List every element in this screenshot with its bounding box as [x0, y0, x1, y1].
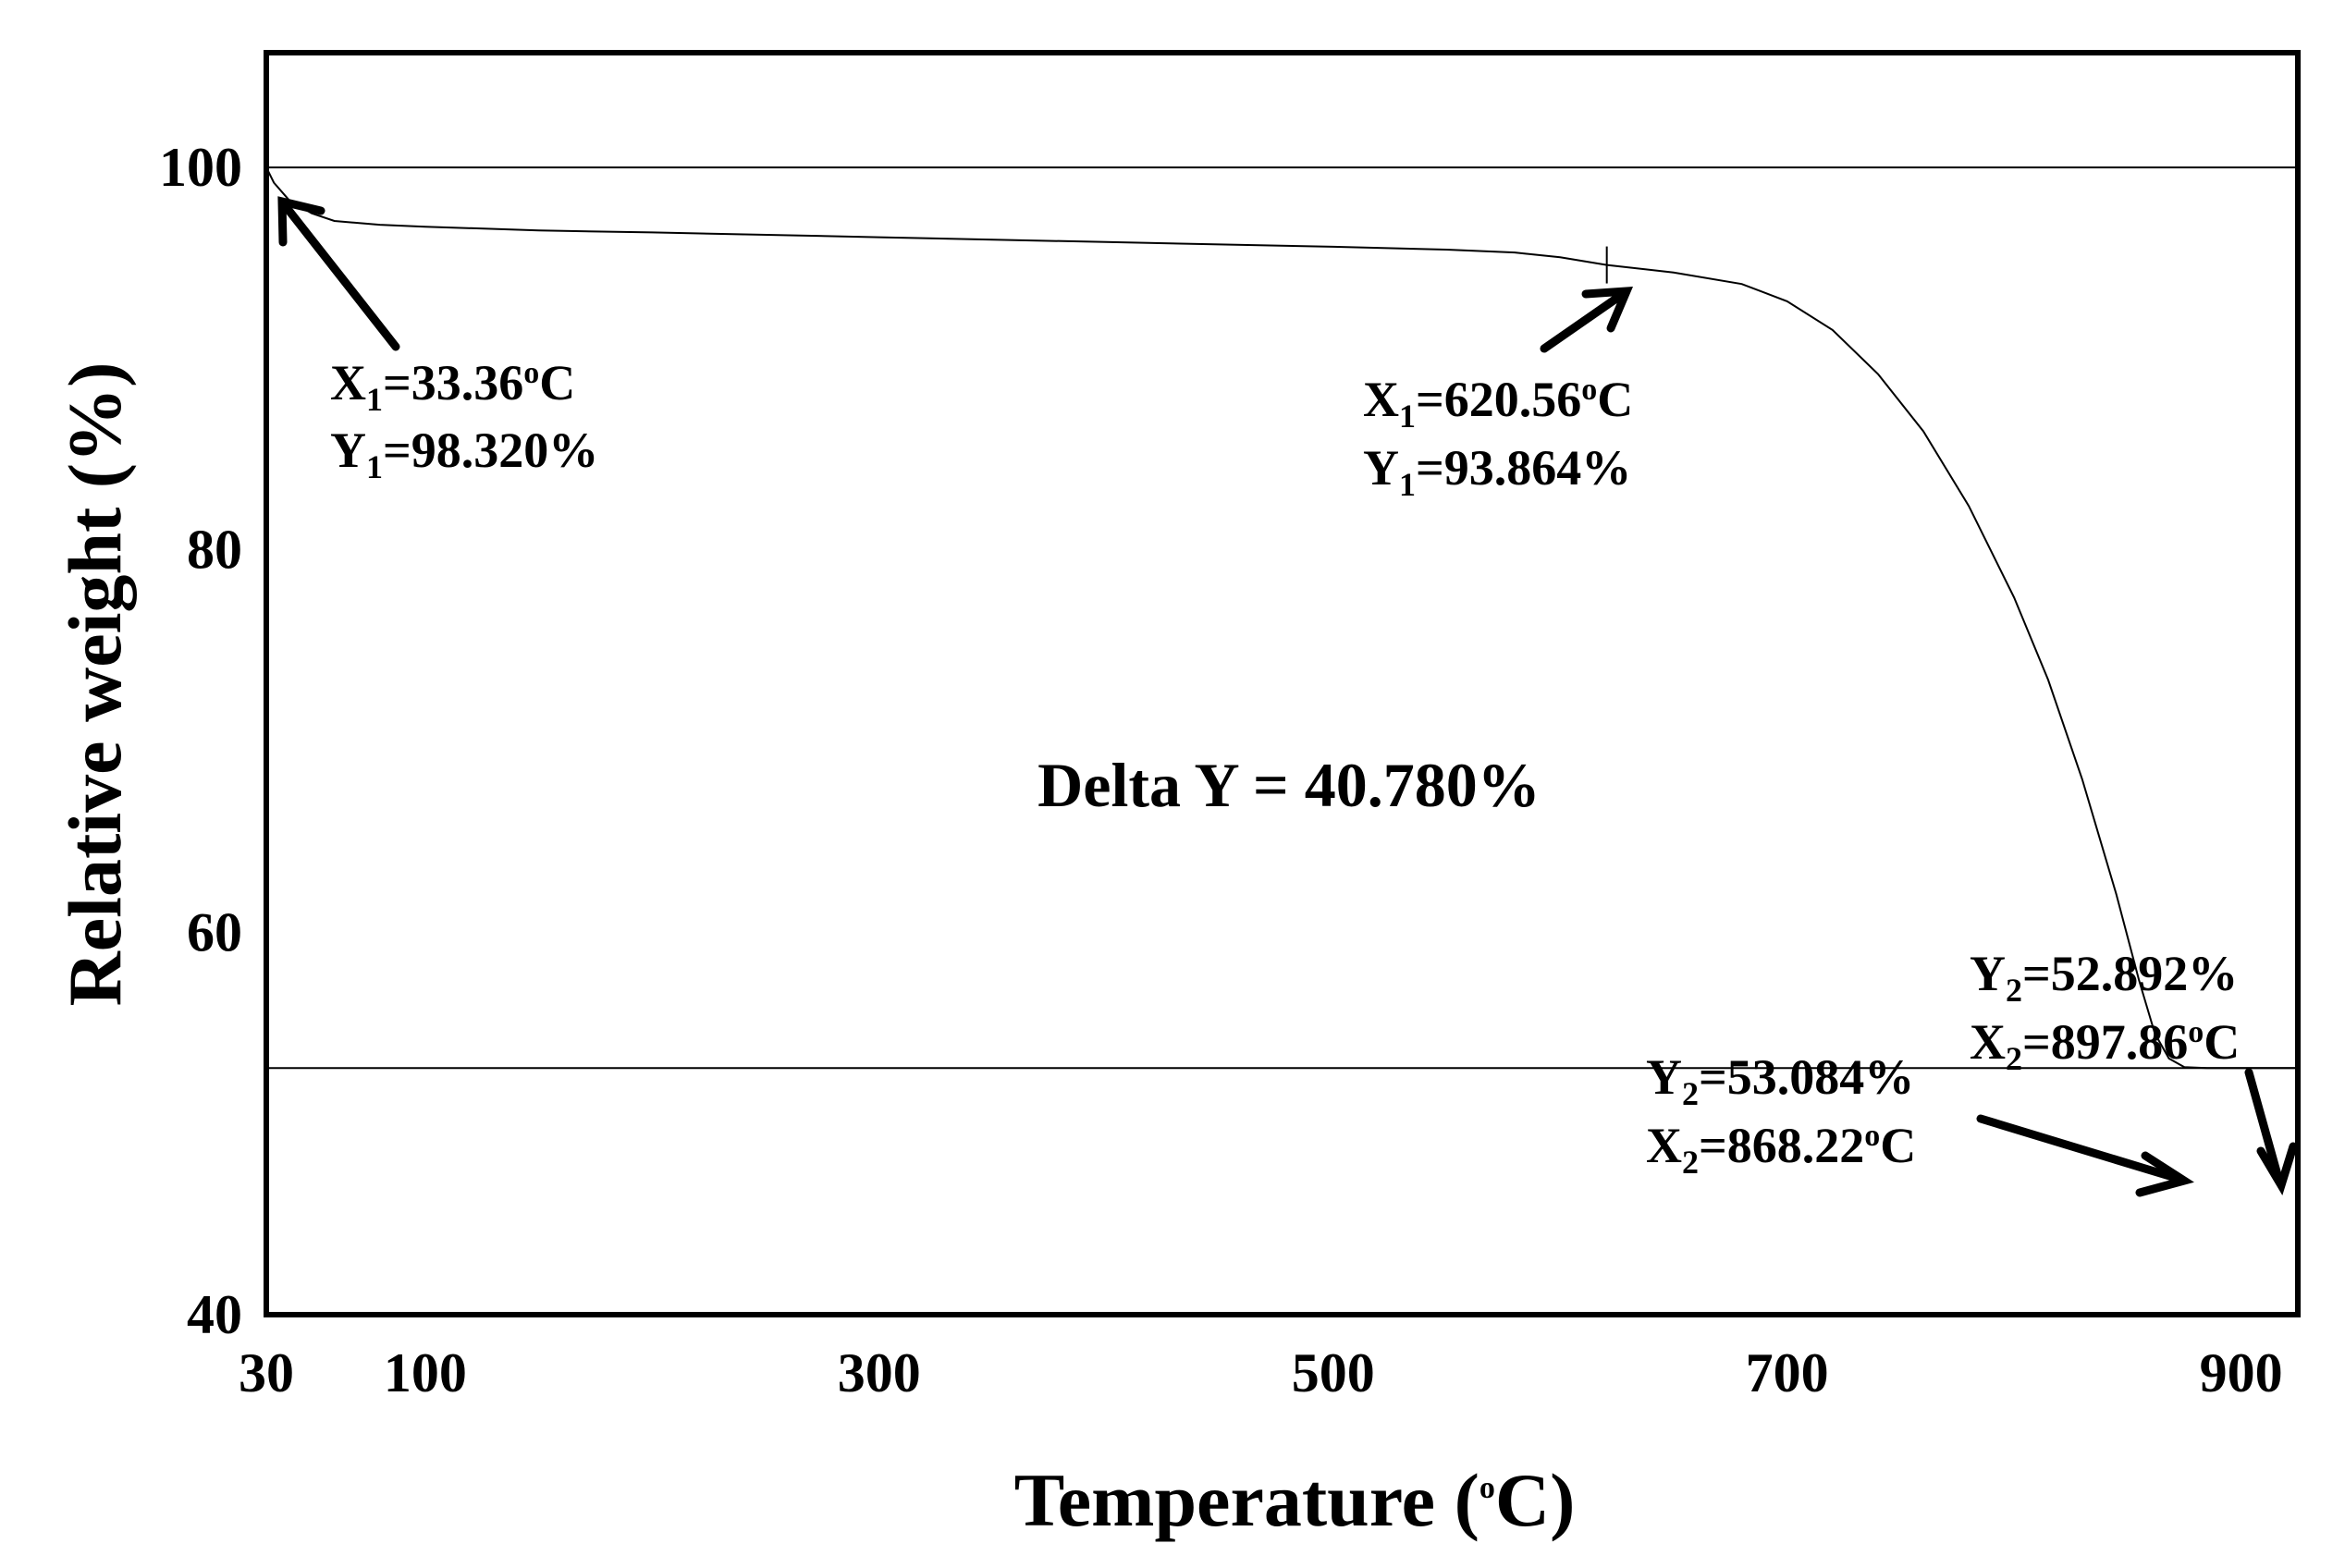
delta-y-label: Delta Y = 40.780% — [1037, 750, 1541, 820]
arrow-end-1 — [1976, 1114, 2194, 1197]
svg-text:X2=868.22oC: X2=868.22oC — [1646, 1118, 1916, 1181]
arrow-end-2 — [2244, 1068, 2298, 1196]
x-tick-label: 500 — [1292, 1342, 1375, 1403]
x-tick-label: 700 — [1746, 1342, 1829, 1403]
svg-text:Y2=53.084%: Y2=53.084% — [1646, 1049, 1914, 1112]
x-tick-label: 300 — [838, 1342, 921, 1403]
y-tick-label: 60 — [187, 901, 242, 962]
x-axis-title: Temperature (oC) — [1014, 1458, 1576, 1542]
svg-text:X1=620.56oC: X1=620.56oC — [1363, 372, 1633, 435]
arrow-start — [277, 196, 400, 351]
y-tick-label: 80 — [187, 520, 242, 581]
annotation-end-2: Y2=52.892% X2=897.86oC — [1970, 946, 2240, 1077]
annotation-onset: X1=620.56oC Y1=93.864% — [1363, 372, 1633, 503]
annotation-start: X1=33.36oC Y1=98.320% — [330, 355, 598, 485]
y-axis-title: Relative weight (%) — [53, 362, 137, 1007]
x-tick-label: 900 — [2200, 1342, 2283, 1403]
svg-text:Y2=52.892%: Y2=52.892% — [1970, 946, 2238, 1009]
y-tick-label: 100 — [159, 137, 242, 198]
svg-text:Y1=98.320%: Y1=98.320% — [330, 423, 598, 485]
x-tick-label: 100 — [384, 1342, 467, 1403]
svg-text:X1=33.36oC: X1=33.36oC — [330, 355, 575, 418]
svg-text:Y1=93.864%: Y1=93.864% — [1363, 440, 1631, 503]
svg-text:X2=897.86oC: X2=897.86oC — [1970, 1014, 2240, 1077]
y-tick-label: 40 — [187, 1284, 242, 1345]
arrow-onset — [1540, 287, 1634, 353]
tga-curve — [265, 166, 2298, 1070]
x-tick-label: 30 — [239, 1342, 294, 1403]
annotation-end-1: Y2=53.084% X2=868.22oC — [1646, 1049, 1916, 1181]
plot-frame — [264, 50, 2301, 1317]
